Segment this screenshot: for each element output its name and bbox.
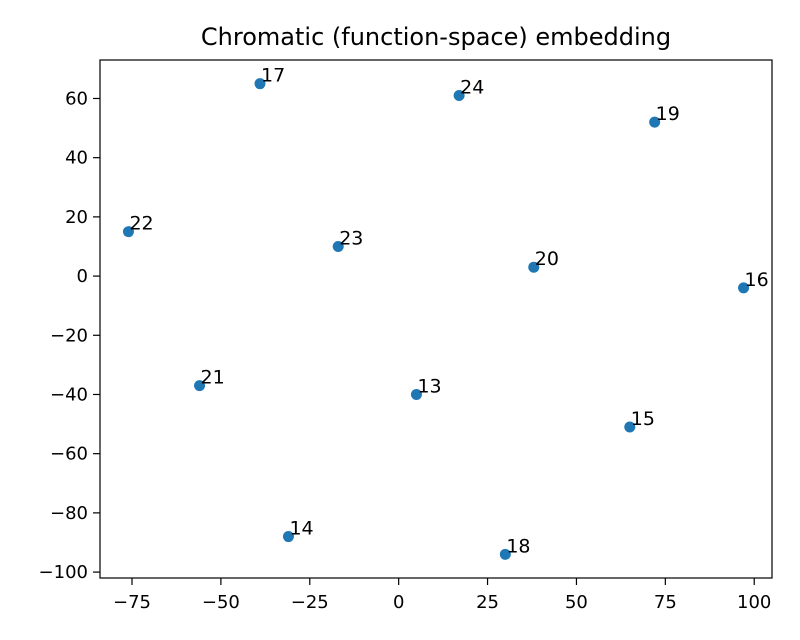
- data-point-label: 20: [535, 248, 559, 270]
- data-point: [649, 116, 661, 128]
- data-point-label: 13: [417, 375, 441, 397]
- data-point: [528, 261, 540, 273]
- y-tick-label: 0: [77, 266, 88, 287]
- x-tick-label: 100: [737, 592, 771, 613]
- data-point: [499, 548, 511, 560]
- data-point-label: 19: [656, 103, 680, 125]
- plot-area-frame: [99, 59, 773, 579]
- data-point: [194, 380, 206, 392]
- y-tick-label: −100: [39, 562, 88, 583]
- data-point: [453, 90, 465, 102]
- y-tick-label: 20: [65, 207, 88, 228]
- data-point: [332, 240, 344, 252]
- data-point: [122, 226, 134, 238]
- y-tick-label: −60: [50, 444, 88, 465]
- chart-title: Chromatic (function-space) embedding: [201, 23, 671, 51]
- x-tick-label: −25: [291, 592, 329, 613]
- data-point-label: 23: [339, 227, 363, 249]
- data-point-label: 17: [261, 65, 285, 87]
- data-point: [254, 78, 266, 90]
- data-point-label: 21: [201, 367, 225, 389]
- y-tick-label: 60: [65, 88, 88, 109]
- x-tick-label: 50: [565, 592, 588, 613]
- x-tick-label: −50: [202, 592, 240, 613]
- y-tick-label: −80: [50, 503, 88, 524]
- data-points: 13 14 15 16 17 18 19 20 21 22 23 24: [122, 65, 769, 560]
- data-point: [282, 531, 294, 543]
- y-tick-label: −40: [50, 384, 88, 405]
- data-point-label: 18: [506, 535, 530, 557]
- x-tick-label: −75: [113, 592, 151, 613]
- data-point: [624, 421, 636, 433]
- x-tick-label: 75: [654, 592, 677, 613]
- data-point-label: 16: [745, 269, 769, 291]
- data-point-label: 24: [460, 77, 484, 99]
- data-point-label: 15: [631, 408, 655, 430]
- x-tick-label: 25: [476, 592, 499, 613]
- data-point-label: 14: [289, 518, 313, 540]
- x-axis: −75 −50 −25 0 25 50 75 100: [113, 578, 771, 613]
- x-tick-label: 0: [393, 592, 404, 613]
- data-point: [738, 282, 750, 294]
- y-tick-label: −20: [50, 325, 88, 346]
- y-tick-label: 40: [65, 148, 88, 169]
- data-point: [410, 388, 422, 400]
- y-axis: −100 −80 −60 −40 −20 0 20 40 60: [39, 88, 100, 583]
- data-point-label: 22: [129, 213, 153, 235]
